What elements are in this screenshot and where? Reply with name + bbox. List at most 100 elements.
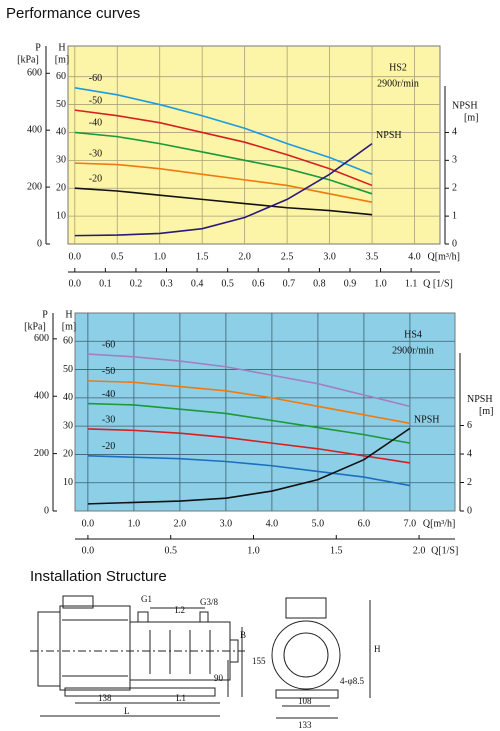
axis-label: [m] xyxy=(55,54,69,65)
motor-fan-cover xyxy=(37,611,61,687)
axis-label: [m] xyxy=(62,321,76,332)
plug xyxy=(199,611,209,623)
inlet xyxy=(137,611,149,623)
y-tick-label: 20 xyxy=(63,449,73,460)
x2-tick-label: 0.1 xyxy=(99,278,112,289)
x2-tick-label: 0.9 xyxy=(344,278,357,289)
y2-tick-label: 2 xyxy=(467,477,472,488)
y2-tick-label: 4 xyxy=(467,448,472,459)
curve xyxy=(87,380,411,425)
installation-labels: G1 L2 G3/8 B 155 90 138 L1 L H 108 133 4… xyxy=(98,594,381,730)
y3-tick-label: 400 xyxy=(27,125,42,136)
dim-label: 108 xyxy=(298,696,312,706)
y-tick-label: 30 xyxy=(56,155,66,166)
y2-tick-label: 2 xyxy=(452,183,457,194)
dim-label: G3/8 xyxy=(200,597,219,607)
x-tick-label: 5.0 xyxy=(312,518,325,529)
annotation: HS2 xyxy=(389,62,407,73)
x2-tick-label: 0.0 xyxy=(69,278,82,289)
y2-tick-label: 6 xyxy=(467,420,472,431)
axis-label: H xyxy=(65,309,72,320)
x-tick-label: 4.0 xyxy=(266,518,279,529)
end-housing xyxy=(271,620,341,690)
y2-tick-label: 4 xyxy=(452,127,457,138)
y2-tick-label: 1 xyxy=(452,210,457,221)
y-tick-label: 40 xyxy=(63,392,73,403)
axis-label: [kPa] xyxy=(24,321,46,332)
x2-tick-label: 0.5 xyxy=(221,278,234,289)
dim-label: G1 xyxy=(141,594,152,604)
x2-tick-label: 0.8 xyxy=(313,278,326,289)
curve-label: -20 xyxy=(89,174,102,185)
axis-label: NPSH xyxy=(452,101,478,112)
x2-tick-label: 0.4 xyxy=(191,278,204,289)
curve xyxy=(87,427,411,505)
y-tick-label: 50 xyxy=(56,99,66,110)
dim-label: 4-φ8.5 xyxy=(340,676,364,686)
base xyxy=(64,687,216,697)
curve-label: -60 xyxy=(89,73,102,84)
x-tick-label: 1.0 xyxy=(153,251,166,262)
y3-tick-label: 400 xyxy=(34,391,49,402)
x-tick-label: 0.0 xyxy=(69,251,82,262)
x2-tick-label: 1.0 xyxy=(374,278,387,289)
installation-drawing xyxy=(30,595,371,719)
x2-tick-label: 0.0 xyxy=(82,545,95,556)
dim-label: 90 xyxy=(214,673,224,683)
y2-tick-label: 0 xyxy=(452,238,457,249)
y3-tick-label: 0 xyxy=(37,238,42,249)
x-tick-label: 1.5 xyxy=(196,251,209,262)
x-tick-label: 0.5 xyxy=(111,251,124,262)
x-tick-label: 2.0 xyxy=(174,518,187,529)
x2-tick-label: 0.7 xyxy=(283,278,296,289)
curve xyxy=(74,142,373,237)
axis-label: [m] xyxy=(479,406,493,417)
annotation: 2900r/min xyxy=(392,345,434,356)
curve-label: NPSH xyxy=(414,415,440,426)
axis-label: Q[1/S] xyxy=(431,545,458,556)
dim-label: 138 xyxy=(98,693,112,703)
curve xyxy=(87,428,411,464)
y2-tick-label: 0 xyxy=(467,505,472,516)
end-base xyxy=(275,689,339,699)
x2-tick-label: 0.3 xyxy=(160,278,173,289)
curve xyxy=(74,87,373,176)
curve xyxy=(87,402,411,444)
x-tick-label: 2.0 xyxy=(238,251,251,262)
x2-tick-label: 0.6 xyxy=(252,278,265,289)
axis-label: Q[m³/h] xyxy=(428,251,460,262)
dim-label: B xyxy=(240,630,246,640)
dim-label: 133 xyxy=(298,720,312,730)
motor-body xyxy=(59,605,131,691)
page-title: Performance curves xyxy=(6,5,140,22)
section-title: Installation Structure xyxy=(30,568,167,585)
x-tick-label: 0.0 xyxy=(82,518,95,529)
dim-label: L2 xyxy=(175,605,185,615)
axis-label: NPSH xyxy=(467,394,493,405)
x-tick-label: 4.0 xyxy=(408,251,421,262)
y-tick-label: 60 xyxy=(56,71,66,82)
y3-tick-label: 600 xyxy=(34,333,49,344)
annotation: HS4 xyxy=(404,329,422,340)
axis-label: Q[m³/h] xyxy=(423,518,455,529)
curve xyxy=(87,455,411,487)
axis-label: P xyxy=(42,309,48,320)
curve-label: -50 xyxy=(102,366,115,377)
y3-tick-label: 200 xyxy=(27,181,42,192)
curve-label: -50 xyxy=(89,95,102,106)
curve-label: -30 xyxy=(102,414,115,425)
dim-label: L xyxy=(124,706,130,716)
end-terminal-box xyxy=(285,597,327,619)
y-tick-label: 30 xyxy=(63,420,73,431)
curve-label: -60 xyxy=(102,339,115,350)
curve-label: -30 xyxy=(89,148,102,159)
axis-label: P xyxy=(35,42,41,53)
x2-tick-label: 1.1 xyxy=(405,278,418,289)
curve xyxy=(74,187,373,216)
plot-area xyxy=(74,312,456,512)
curve xyxy=(87,353,411,408)
x2-tick-label: 2.0 xyxy=(413,545,426,556)
x2-tick-label: 1.0 xyxy=(247,545,260,556)
